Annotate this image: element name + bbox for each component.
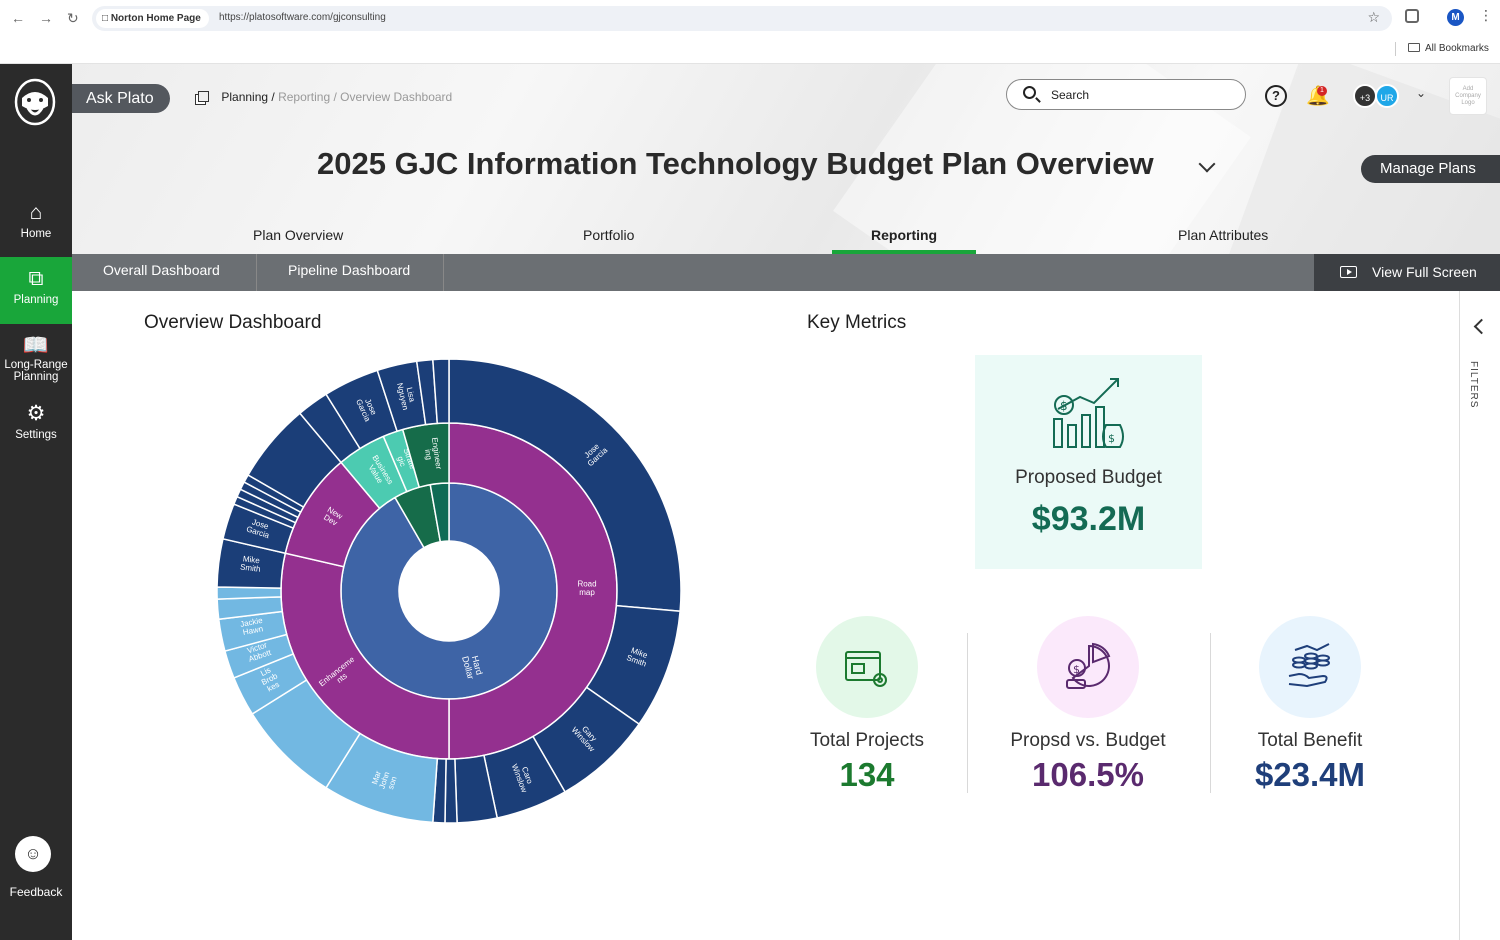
svg-text:$: $ [1073, 663, 1080, 676]
sunburst-label: MikeSmith [240, 554, 262, 574]
nav-long-range-planning[interactable]: 📖 Long-Range Planning [0, 334, 72, 384]
manage-plans-button[interactable]: Manage Plans [1361, 155, 1500, 183]
add-company-logo[interactable]: Add Company Logo [1449, 77, 1487, 115]
bookmarks-divider [1395, 42, 1396, 56]
plato-logo[interactable] [14, 78, 56, 128]
home-page-label: Norton Home Page [110, 13, 201, 24]
view-full-screen-button[interactable]: View Full Screen [1314, 254, 1500, 291]
active-tab-indicator [832, 250, 976, 254]
map-icon: 📖 [22, 334, 50, 357]
left-sidebar: ⌂ Home ⧉ Planning 📖 Long-Range Planning … [0, 64, 72, 940]
app-header: Ask Plato Planning / Reporting / Overvie… [72, 64, 1500, 254]
back-icon[interactable]: ← [11, 10, 25, 26]
view-full-screen-label: View Full Screen [1372, 264, 1477, 280]
home-page-chip[interactable]: □ Norton Home Page [96, 9, 209, 28]
total-projects-metric: Total Projects 134 [756, 616, 978, 794]
forward-icon[interactable]: → [39, 10, 53, 26]
sunburst-label: JackieHawn [239, 616, 265, 638]
search-input[interactable]: Search [1006, 79, 1246, 110]
all-bookmarks[interactable]: All Bookmarks [1408, 43, 1489, 54]
proposed-vs-budget-label: Propsd vs. Budget [1010, 730, 1166, 751]
planning-icon: ⧉ [28, 267, 44, 290]
sunburst-segment[interactable] [444, 758, 458, 824]
user-avatar[interactable]: UR [1375, 84, 1399, 108]
breadcrumb-planning[interactable]: Planning [221, 90, 269, 104]
nav-settings-label: Settings [15, 429, 57, 441]
home-icon: ⌂ [29, 201, 43, 224]
breadcrumb-separator-2: / [333, 90, 337, 104]
chevron-down-icon[interactable]: ⌄ [1416, 86, 1427, 100]
tab-portfolio[interactable]: Portfolio [583, 227, 635, 243]
gear-icon: ⚙ [26, 402, 46, 425]
nav-home[interactable]: ⌂ Home [0, 201, 72, 241]
proposed-budget-value: $93.2M [1031, 500, 1146, 538]
nav-long-range-label: Long-Range Planning [4, 359, 68, 383]
breadcrumb-separator: / [271, 90, 275, 104]
dashboard-subnav: Overall Dashboard Pipeline Dashboard Vie… [72, 254, 1500, 291]
sunburst-segment[interactable] [216, 586, 282, 600]
tab-pipeline-dashboard[interactable]: Pipeline Dashboard [257, 254, 444, 291]
tab-plan-attributes[interactable]: Plan Attributes [1178, 227, 1269, 243]
browser-menu-icon[interactable]: ⋮ [1479, 7, 1493, 23]
search-icon [1023, 86, 1036, 99]
address-bar[interactable]: □ Norton Home Page https://platosoftware… [92, 6, 1392, 31]
page-title: 2025 GJC Information Technology Budget P… [317, 146, 1154, 181]
url-text[interactable]: https://platosoftware.com/gjconsulting [219, 12, 386, 23]
breadcrumb: Planning / Reporting / Overview Dashboar… [198, 90, 452, 104]
help-icon[interactable]: ? [1265, 85, 1287, 107]
project-folder-icon [816, 616, 918, 718]
breadcrumb-overview-dashboard: Overview Dashboard [340, 90, 453, 104]
filters-panel[interactable]: FILTERS [1459, 291, 1500, 940]
all-bookmarks-label: All Bookmarks [1425, 43, 1489, 54]
benefit-hand-icon [1259, 616, 1361, 718]
tab-overall-dashboard[interactable]: Overall Dashboard [72, 254, 257, 291]
total-benefit-metric: Total Benefit $23.4M [1199, 616, 1421, 794]
folder-icon [1408, 43, 1420, 52]
svg-text:$: $ [1108, 432, 1115, 445]
ask-plato-button[interactable]: Ask Plato [72, 84, 170, 113]
reload-icon[interactable]: ↻ [67, 10, 79, 26]
chevron-left-icon[interactable] [1473, 318, 1490, 335]
total-benefit-value: $23.4M [1254, 756, 1366, 793]
budget-growth-icon: $ $ [1053, 378, 1124, 448]
sunburst-label: Road map [577, 580, 596, 597]
browser-toolbar: ← → ↻ □ Norton Home Page https://platoso… [0, 0, 1500, 64]
tab-plan-overview[interactable]: Plan Overview [253, 227, 344, 243]
screen-icon [1340, 266, 1357, 278]
total-projects-label: Total Projects [809, 730, 925, 751]
profile-avatar[interactable]: M [1447, 9, 1464, 26]
budget-pie-icon: $ [1037, 616, 1139, 718]
notification-badge: 1 [1317, 86, 1327, 96]
more-users-avatar[interactable]: +3 [1353, 84, 1377, 108]
nav-planning-label: Planning [13, 294, 59, 306]
key-metrics-title: Key Metrics [807, 312, 907, 333]
total-projects-value: 134 [839, 756, 895, 793]
bookmark-star-icon[interactable]: ☆ [1367, 9, 1380, 25]
extensions-icon[interactable] [1405, 9, 1419, 23]
metric-divider [967, 633, 968, 793]
filters-label[interactable]: FILTERS [1468, 361, 1479, 409]
proposed-budget-label: Proposed Budget [1015, 467, 1162, 488]
proposed-vs-budget-value: 106.5% [1032, 756, 1144, 793]
proposed-budget-card: $ $ Proposed Budget $93.2M [975, 355, 1202, 569]
dashboard-title: Overview Dashboard [144, 312, 322, 333]
sunburst-segment[interactable] [448, 358, 682, 613]
feedback-label[interactable]: Feedback [9, 885, 63, 899]
nav-home-label: Home [20, 228, 52, 240]
breadcrumb-reporting[interactable]: Reporting [278, 90, 331, 104]
nav-settings[interactable]: ⚙ Settings [0, 402, 72, 442]
tab-reporting[interactable]: Reporting [871, 227, 938, 243]
sunburst-label: Engineering [422, 437, 444, 471]
total-benefit-label: Total Benefit [1257, 730, 1363, 751]
nav-planning[interactable]: ⧉ Planning [0, 257, 72, 324]
copy-icon [198, 91, 209, 102]
page-icon: □ [102, 13, 109, 24]
sunburst-label: MarJohnson [369, 768, 399, 792]
search-placeholder: Search [1051, 88, 1090, 102]
feedback-chat-icon[interactable]: ☺ [15, 836, 51, 872]
metric-divider-2 [1210, 633, 1211, 793]
sunburst-segment[interactable] [432, 358, 450, 425]
proposed-vs-budget-metric: $ Propsd vs. Budget 106.5% [977, 616, 1199, 794]
